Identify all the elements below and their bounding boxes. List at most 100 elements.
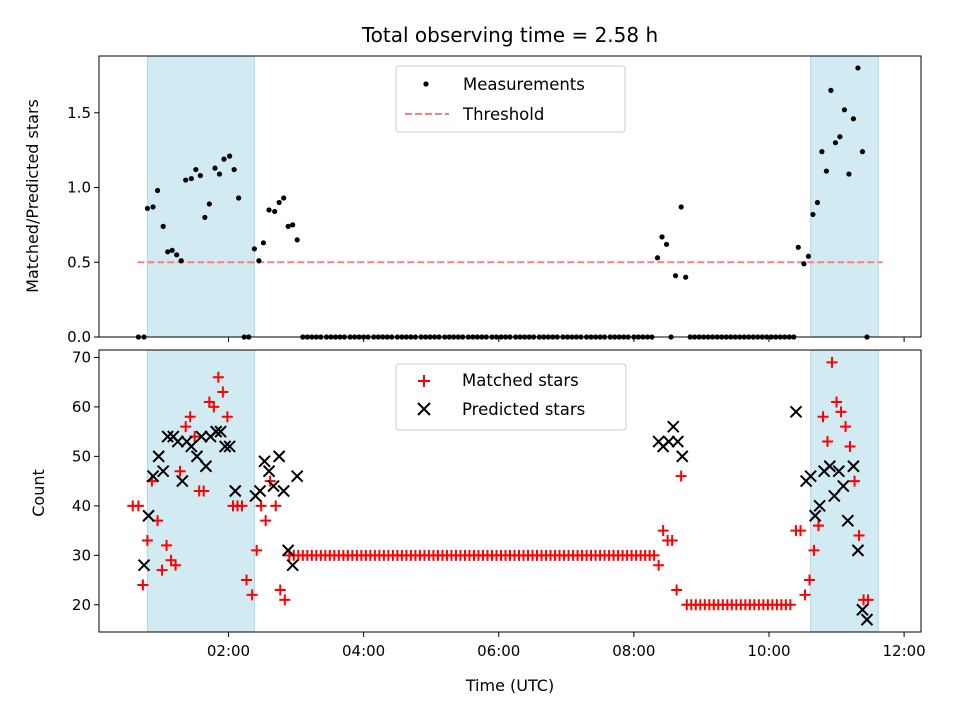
y-tick-label: 1.0 <box>67 179 91 197</box>
x-tick-label: 08:00 <box>612 642 655 660</box>
predicted-star-point <box>142 509 155 522</box>
y-tick-label: 60 <box>72 398 91 416</box>
measurement-point <box>197 172 203 179</box>
measurement-point <box>814 199 821 206</box>
predicted-star-point <box>137 559 151 572</box>
measurement-point <box>859 149 866 155</box>
matched-star-point <box>666 534 678 546</box>
ratio-panel: 0.0 0.5 1.0 1.5 Matched/Predicted stars Mea… <box>23 55 922 346</box>
measurement-point <box>659 234 665 240</box>
count-legend: Matched stars Predicted stars <box>395 363 627 431</box>
measurement-point <box>144 205 151 212</box>
matched-star-point <box>255 500 267 512</box>
measurement-point <box>174 252 180 258</box>
measurement-point <box>188 175 194 182</box>
measurement-point <box>294 237 300 243</box>
shaded-interval <box>810 349 879 633</box>
matched-star-point <box>804 574 816 586</box>
predicted-star-point <box>152 450 165 463</box>
measurement-point <box>160 223 166 229</box>
measurement-point <box>193 166 199 173</box>
measurement-point <box>227 153 233 159</box>
matched-star-point <box>784 599 796 611</box>
legend-predicted-label: Predicted stars <box>462 400 585 419</box>
matched-star-point <box>849 475 861 487</box>
measurement-point <box>855 65 861 71</box>
matched-star-point <box>180 421 192 433</box>
measurement-point <box>841 107 848 113</box>
legend-predicted-marker <box>417 402 431 416</box>
predicted-star-point <box>832 465 846 478</box>
matched-star-point <box>844 440 856 452</box>
x-axis-label: Time (UTC) <box>465 676 554 695</box>
y-tick-label: 30 <box>72 546 91 564</box>
measurement-point <box>276 199 282 206</box>
measurement-point <box>850 116 857 122</box>
predicted-star-point <box>823 460 836 473</box>
measurement-point <box>169 247 175 253</box>
matched-star-point <box>799 589 811 601</box>
matched-star-point <box>174 465 186 477</box>
predicted-star-point <box>262 465 276 478</box>
shaded-interval <box>810 55 879 338</box>
matched-star-point <box>653 559 665 571</box>
predicted-star-point <box>841 514 855 527</box>
predicted-star-point <box>286 559 299 572</box>
predicted-star-point <box>837 479 850 493</box>
matched-star-point <box>161 539 173 551</box>
matched-star-point <box>813 520 825 532</box>
y-tick-label: 0.5 <box>67 253 91 271</box>
measurement-point <box>272 208 278 215</box>
legend-matched-marker <box>418 375 430 387</box>
measurement-point <box>805 253 811 259</box>
matched-star-point <box>260 515 272 527</box>
predicted-star-point <box>199 460 213 473</box>
matched-star-point <box>671 584 683 596</box>
measurement-point <box>236 195 242 201</box>
measurement-point <box>260 240 266 246</box>
matched-star-point <box>221 411 233 423</box>
measurement-point <box>810 211 816 218</box>
predicted-star-point <box>146 469 160 483</box>
measurement-point <box>202 214 208 221</box>
predicted-star-point <box>277 484 290 498</box>
predicted-star-point <box>218 440 232 453</box>
x-tick-label: 04:00 <box>342 642 385 660</box>
y-tick-label: 0.0 <box>67 328 91 346</box>
measurement-point <box>206 201 212 207</box>
x-tick-label: 06:00 <box>477 642 520 660</box>
matched-star-point <box>657 525 669 537</box>
measurement-point <box>285 223 291 229</box>
predicted-star-point <box>676 450 689 463</box>
predicted-star-point <box>281 544 295 557</box>
predicted-star-point <box>185 440 198 453</box>
predicted-star-point <box>856 603 869 616</box>
matched-star-point <box>853 530 865 542</box>
predicted-star-point <box>209 425 223 438</box>
y-tick-label: 20 <box>72 596 91 614</box>
count-y-axis: 20 30 40 50 60 70 <box>72 348 99 614</box>
matched-star-point <box>817 411 829 423</box>
predicted-star-point <box>171 435 185 448</box>
measurement-point <box>795 244 801 250</box>
predicted-star-point <box>253 484 267 498</box>
matched-star-point <box>132 500 144 512</box>
predicted-star-point <box>258 455 271 468</box>
chart-title: Total observing time = 2.58 h <box>361 23 658 47</box>
matched-star-point <box>808 544 820 556</box>
ratio-y-axis-label: Matched/Predicted stars <box>23 99 42 293</box>
matched-star-point <box>822 436 834 448</box>
predicted-star-point <box>223 440 236 453</box>
measurement-point <box>290 222 296 228</box>
matched-star-point <box>795 525 807 537</box>
x-tick-label: 10:00 <box>747 642 790 660</box>
legend-threshold-label: Threshold <box>462 105 544 124</box>
predicted-star-point <box>671 435 684 448</box>
matched-star-point <box>835 406 847 418</box>
predicted-star-point <box>195 430 208 443</box>
legend-matched-label: Matched stars <box>462 371 579 390</box>
count-x-axis: 02:00 04:00 06:00 08:00 10:00 12:00 <box>207 632 926 660</box>
y-tick-label: 40 <box>72 497 91 515</box>
ratio-y-axis: 0.0 0.5 1.0 1.5 <box>67 104 99 346</box>
measurement-point <box>832 140 839 146</box>
